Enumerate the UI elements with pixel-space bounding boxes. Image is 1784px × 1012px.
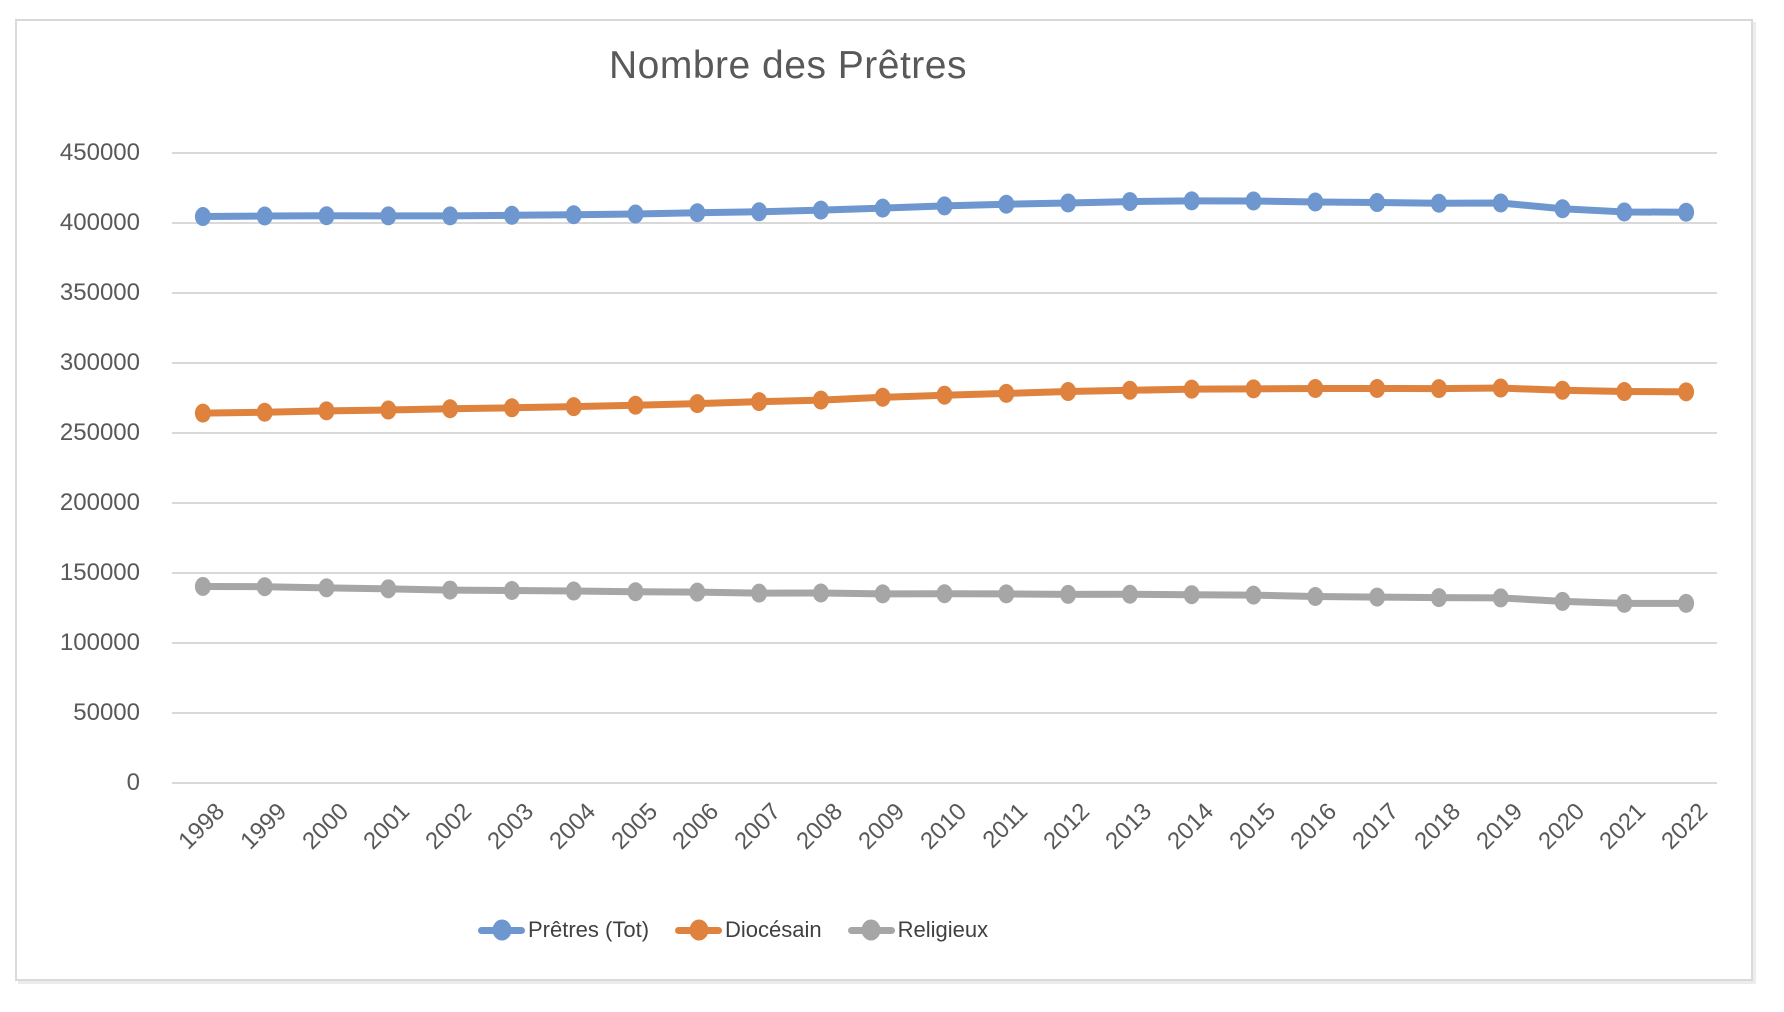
y-tick-label: 200000 <box>59 489 140 516</box>
chart-frame <box>15 19 1753 981</box>
y-tick-label: 400000 <box>59 209 140 236</box>
y-tick-label: 0 <box>126 769 140 796</box>
y-tick-label: 250000 <box>59 419 140 446</box>
legend-label: Religieux <box>897 917 989 942</box>
legend-marker-icon <box>847 919 895 941</box>
y-tick-label: 450000 <box>59 139 140 166</box>
legend-label: Prêtres (Tot) <box>528 917 650 942</box>
y-tick-label: 350000 <box>59 279 140 306</box>
chart-legend: Prêtres (Tot) Diocésain Religieux <box>478 914 988 946</box>
y-tick-label: 50000 <box>73 699 140 726</box>
y-tick-label: 150000 <box>59 559 140 586</box>
legend-dot-icon <box>861 919 881 941</box>
legend-marker-icon <box>675 919 723 941</box>
y-tick-label: 300000 <box>59 349 140 376</box>
legend-label: Diocésain <box>725 917 822 942</box>
legend-dot-icon <box>689 919 709 941</box>
legend-item-dioc-sain: Diocésain <box>675 917 822 943</box>
chart-title: Nombre des Prêtres <box>609 44 967 87</box>
legend-dot-icon <box>492 919 511 941</box>
legend-item-religieux: Religieux <box>847 917 989 943</box>
legend-item-pr-tres-tot: Prêtres (Tot) <box>478 917 649 943</box>
legend-marker-icon <box>478 919 525 941</box>
y-tick-label: 100000 <box>59 629 140 656</box>
